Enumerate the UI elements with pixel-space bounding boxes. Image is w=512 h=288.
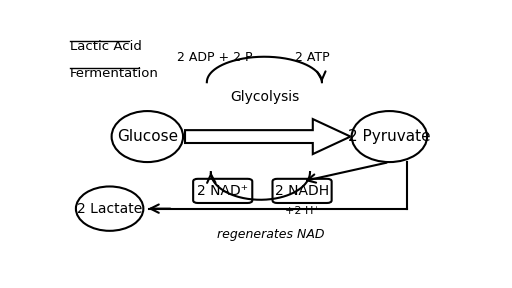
Text: +2 H⁺: +2 H⁺ bbox=[285, 206, 319, 216]
Text: 2 Pyruvate: 2 Pyruvate bbox=[348, 129, 431, 144]
Polygon shape bbox=[185, 119, 351, 154]
Text: Glucose: Glucose bbox=[117, 129, 178, 144]
Text: regenerates NAD: regenerates NAD bbox=[217, 228, 324, 241]
Text: Lactic Acid: Lactic Acid bbox=[70, 40, 142, 53]
Text: 2 NAD⁺: 2 NAD⁺ bbox=[197, 184, 248, 198]
Text: 2 Lactate: 2 Lactate bbox=[77, 202, 142, 216]
Text: Fermentation: Fermentation bbox=[70, 67, 159, 80]
Text: 2 NADH: 2 NADH bbox=[275, 184, 329, 198]
Text: 2 ADP + 2 P: 2 ADP + 2 P bbox=[177, 51, 252, 64]
Text: 2 ATP: 2 ATP bbox=[295, 51, 329, 64]
Text: Glycolysis: Glycolysis bbox=[230, 90, 299, 105]
